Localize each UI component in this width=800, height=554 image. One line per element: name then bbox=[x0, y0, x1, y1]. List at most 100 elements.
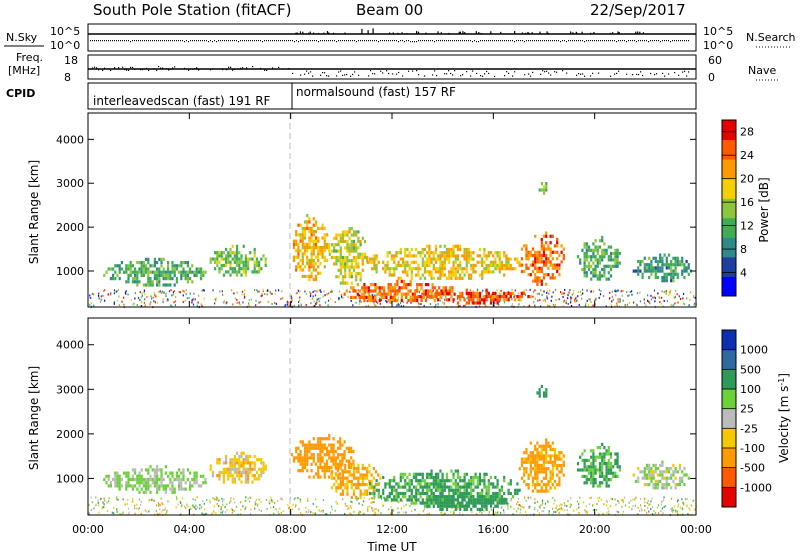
echo-cell bbox=[171, 474, 174, 478]
echo-cell bbox=[109, 481, 112, 485]
echo-cell bbox=[314, 239, 318, 243]
scatter-cell bbox=[479, 510, 482, 513]
echo-cell bbox=[432, 251, 435, 255]
colorbar-swatch bbox=[722, 276, 736, 297]
y-tick-label: 3000 bbox=[56, 177, 84, 190]
echo-cell bbox=[428, 482, 431, 486]
echo-cell bbox=[542, 444, 546, 448]
echo-cell bbox=[409, 283, 412, 287]
echo-cell bbox=[180, 484, 183, 488]
nsearch-dot bbox=[656, 40, 657, 42]
echo-cell bbox=[339, 255, 342, 260]
echo-cell bbox=[389, 299, 392, 303]
echo-cell bbox=[341, 453, 344, 457]
echo-cell bbox=[665, 266, 668, 270]
echo-cell bbox=[672, 275, 675, 280]
scatter-cell bbox=[184, 299, 186, 302]
echo-cell bbox=[538, 489, 541, 493]
scatter-cell bbox=[558, 298, 560, 301]
echo-cell bbox=[424, 283, 428, 287]
scatter-cell bbox=[361, 289, 363, 292]
nsearch-dot bbox=[192, 40, 193, 42]
echo-cell bbox=[164, 465, 167, 469]
echo-cell bbox=[492, 260, 495, 264]
echo-cell bbox=[441, 472, 444, 476]
scatter-cell bbox=[91, 292, 93, 295]
scatter-cell bbox=[258, 498, 260, 501]
scatter-cell bbox=[231, 508, 234, 511]
scatter-cell bbox=[423, 304, 425, 307]
echo-cell bbox=[145, 487, 148, 491]
scatter-cell bbox=[132, 303, 134, 306]
echo-cell bbox=[385, 295, 388, 299]
scatter-cell bbox=[350, 506, 352, 509]
scatter-cell bbox=[280, 511, 282, 514]
scatter-cell bbox=[633, 301, 635, 304]
scatter-cell bbox=[297, 497, 299, 500]
scatter-cell bbox=[357, 497, 359, 500]
nsearch-dot bbox=[480, 40, 481, 42]
echo-cell bbox=[445, 495, 449, 499]
echo-cell bbox=[350, 259, 353, 263]
scatter-cell bbox=[299, 498, 301, 501]
nsearch-dot bbox=[494, 40, 495, 42]
echo-cell bbox=[485, 257, 488, 261]
nsearch-dot bbox=[246, 40, 247, 42]
scatter-cell bbox=[100, 497, 102, 500]
scatter-cell bbox=[329, 511, 332, 514]
scatter-cell bbox=[517, 507, 519, 510]
echo-cell bbox=[336, 446, 340, 450]
echo-cell bbox=[609, 245, 613, 249]
scatter-cell bbox=[245, 499, 247, 502]
echo-cell bbox=[441, 263, 444, 268]
echo-cell bbox=[514, 257, 517, 261]
echo-cell bbox=[592, 452, 595, 456]
echo-cell bbox=[319, 226, 322, 230]
nsearch-dot bbox=[554, 40, 555, 42]
scatter-cell bbox=[116, 290, 118, 293]
echo-cell bbox=[538, 253, 541, 258]
echo-cell bbox=[242, 263, 245, 268]
echo-cell bbox=[118, 481, 121, 485]
echo-cell bbox=[450, 504, 453, 508]
echo-cell bbox=[529, 273, 532, 277]
echo-cell bbox=[474, 295, 477, 299]
nsearch-dot bbox=[188, 41, 189, 43]
nsky-spike bbox=[593, 32, 595, 34]
scatter-cell bbox=[349, 505, 351, 508]
echo-cell bbox=[592, 465, 595, 469]
echo-cell bbox=[363, 299, 366, 303]
echo-cell bbox=[498, 260, 501, 264]
echo-cell bbox=[583, 468, 586, 472]
echo-cell bbox=[109, 277, 112, 281]
echo-cell bbox=[151, 481, 154, 485]
nsky-spike bbox=[527, 32, 529, 34]
echo-cell bbox=[350, 456, 353, 460]
scatter-cell bbox=[374, 511, 376, 514]
scatter-cell bbox=[223, 498, 225, 501]
colorbar-swatch bbox=[722, 139, 736, 160]
echo-cell bbox=[492, 495, 495, 499]
scatter-cell bbox=[213, 498, 216, 501]
nsearch-dot bbox=[94, 40, 95, 42]
echo-cell bbox=[551, 476, 554, 480]
echo-cell bbox=[348, 236, 351, 240]
nsearch-dot bbox=[612, 40, 613, 42]
echo-cell bbox=[344, 275, 347, 279]
echo-cell bbox=[147, 257, 150, 261]
nsearch-dot bbox=[590, 40, 591, 42]
nsearch-dot bbox=[356, 41, 357, 43]
echo-cell bbox=[367, 286, 370, 290]
colorbar-tick-label: 12 bbox=[740, 220, 754, 233]
scatter-cell bbox=[260, 501, 262, 504]
echo-cell bbox=[348, 227, 351, 231]
echo-cell bbox=[236, 451, 239, 455]
echo-cell bbox=[352, 470, 356, 474]
scatter-cell bbox=[170, 304, 172, 307]
echo-cell bbox=[558, 454, 561, 458]
echo-cell bbox=[648, 263, 651, 267]
echo-cell bbox=[656, 266, 660, 270]
scatter-cell bbox=[262, 289, 264, 292]
echo-cell bbox=[118, 487, 121, 491]
echo-cell bbox=[145, 490, 148, 494]
